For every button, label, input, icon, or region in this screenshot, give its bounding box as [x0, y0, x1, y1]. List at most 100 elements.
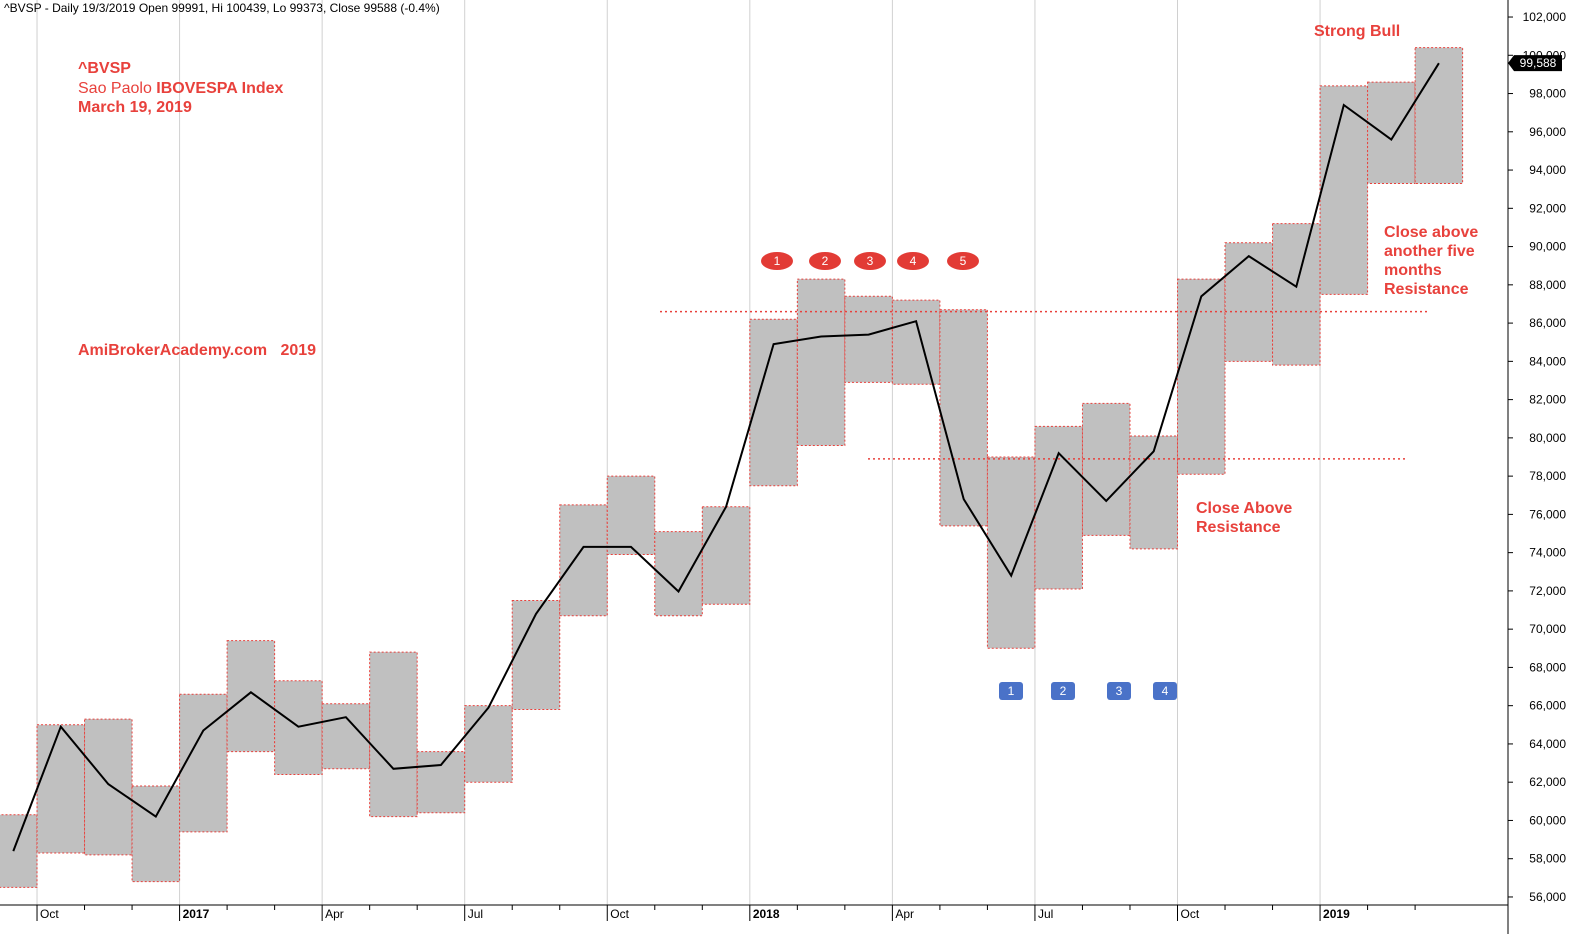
trough-marker — [999, 682, 1023, 700]
range-box — [606, 475, 656, 556]
symbol: ^BVSP — [78, 60, 131, 77]
y-tick-label: 68,000 — [1529, 660, 1566, 674]
peak-marker — [761, 252, 793, 270]
range-box — [1034, 425, 1083, 590]
y-tick-label: 94,000 — [1529, 163, 1566, 177]
range-box — [511, 599, 561, 711]
trough-marker — [1107, 682, 1131, 700]
peak-marker-label: 5 — [960, 254, 967, 268]
header: ^BVSP - Daily 19/3/2019 Open 99991, Hi 1… — [4, 1, 440, 15]
range-box — [939, 309, 988, 527]
peak-marker — [854, 252, 886, 270]
watermark: AmiBrokerAcademy.com 2019 — [78, 342, 316, 359]
y-tick-label: 74,000 — [1529, 546, 1566, 560]
y-tick-label: 60,000 — [1529, 813, 1566, 827]
y-tick-label: 72,000 — [1529, 584, 1566, 598]
range-box — [226, 640, 276, 753]
y-tick-label: 102,000 — [1523, 10, 1567, 24]
subtitle-plain: Sao Paolo — [78, 80, 152, 97]
range-box — [36, 724, 86, 854]
range-box — [891, 299, 941, 385]
y-tick-label: 90,000 — [1529, 240, 1566, 254]
range-box — [416, 751, 466, 814]
x-tick-label: 2018 — [753, 907, 780, 921]
range-box — [1224, 242, 1274, 362]
y-tick-label: 84,000 — [1529, 354, 1566, 368]
annotation: Close Above — [1196, 500, 1292, 517]
y-tick-label: 66,000 — [1529, 699, 1566, 713]
y-tick-label: 76,000 — [1529, 507, 1566, 521]
x-tick-label: Apr — [895, 907, 914, 921]
y-tick-label: 64,000 — [1529, 737, 1566, 751]
x-tick-label: Apr — [325, 907, 344, 921]
annotation: Strong Bull — [1314, 23, 1400, 40]
trough-marker — [1153, 682, 1177, 700]
date: March 19, 2019 — [78, 99, 192, 116]
y-tick-label: 78,000 — [1529, 469, 1566, 483]
annotation: Resistance — [1196, 519, 1281, 536]
trough-marker-label: 3 — [1116, 684, 1123, 698]
trough-marker-label: 4 — [1162, 684, 1169, 698]
trough-marker-label: 2 — [1060, 684, 1067, 698]
range-box — [559, 504, 608, 617]
y-tick-label: 92,000 — [1529, 201, 1566, 215]
y-tick-label: 70,000 — [1529, 622, 1566, 636]
range-box — [1414, 47, 1464, 184]
x-tick-label: Oct — [40, 907, 59, 921]
peak-marker — [897, 252, 929, 270]
range-box — [1081, 402, 1131, 536]
peak-marker — [809, 252, 841, 270]
range-box — [464, 705, 513, 783]
last-price-flag — [1508, 55, 1562, 72]
range-box — [0, 814, 38, 888]
range-box — [796, 278, 846, 447]
range-box — [321, 703, 371, 770]
peak-marker-label: 4 — [910, 254, 917, 268]
annotation: Resistance — [1384, 281, 1469, 298]
x-tick-label: Oct — [610, 907, 629, 921]
range-box — [654, 531, 703, 617]
y-tick-label: 62,000 — [1529, 775, 1566, 789]
range-box — [1272, 223, 1321, 366]
close-line — [12, 62, 1440, 852]
range-box — [131, 785, 181, 883]
peak-marker-label: 3 — [867, 254, 874, 268]
subtitle-bold: IBOVESPA Index — [156, 80, 283, 97]
peak-marker — [947, 252, 979, 270]
annotation: another five — [1384, 243, 1475, 260]
x-tick-label: 2017 — [183, 907, 210, 921]
y-tick-label: 56,000 — [1529, 890, 1566, 904]
last-price-label: 99,588 — [1520, 56, 1557, 70]
y-tick-label: 86,000 — [1529, 316, 1566, 330]
y-tick-label: 80,000 — [1529, 431, 1566, 445]
range-box — [179, 693, 228, 833]
y-tick-label: 88,000 — [1529, 278, 1566, 292]
x-tick-label: Jul — [468, 907, 483, 921]
x-tick-label: 2019 — [1323, 907, 1350, 921]
peak-marker-label: 1 — [774, 254, 781, 268]
range-box — [701, 506, 751, 605]
x-tick-label: Oct — [1181, 907, 1200, 921]
plot-area — [0, 0, 1464, 905]
range-box — [844, 295, 893, 383]
y-tick-label: 82,000 — [1529, 393, 1566, 407]
trough-marker — [1051, 682, 1075, 700]
x-tick-label: Jul — [1038, 907, 1053, 921]
y-tick-label: 96,000 — [1529, 125, 1566, 139]
range-box — [1129, 435, 1178, 550]
range-box — [1367, 81, 1416, 184]
range-box — [986, 456, 1036, 649]
range-box — [1177, 278, 1226, 475]
peak-marker-label: 2 — [822, 254, 829, 268]
range-box — [1319, 85, 1369, 295]
y-tick-label: 58,000 — [1529, 852, 1566, 866]
subtitle: Sao Paolo IBOVESPA Index — [78, 80, 284, 97]
annotation: Close above — [1384, 224, 1478, 241]
y-tick-label: 98,000 — [1529, 87, 1566, 101]
annotation: months — [1384, 262, 1442, 279]
range-box — [84, 718, 133, 856]
trough-marker-label: 1 — [1008, 684, 1015, 698]
range-box — [369, 651, 418, 818]
